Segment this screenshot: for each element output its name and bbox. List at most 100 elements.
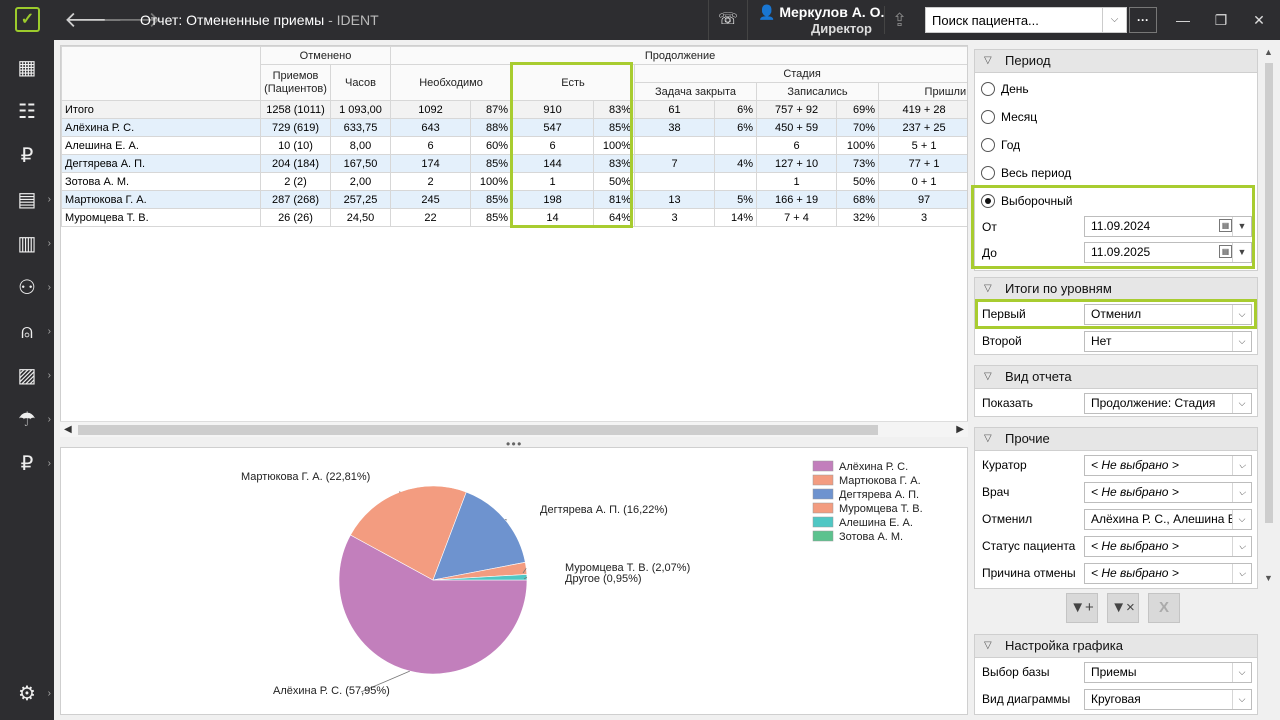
header-came[interactable]: Пришли [878,82,967,101]
restore-icon[interactable]: ❐ [1214,12,1228,28]
header-hours[interactable]: Часов [329,64,392,101]
chevron-down-icon[interactable]: ⌵ [1102,8,1126,32]
cell-has-pct: 64% [593,208,636,227]
header-appointments[interactable]: Приемов (Пациентов) [260,64,331,101]
scroll-up-icon[interactable]: ▲ [1264,47,1273,57]
table-row[interactable]: Дегтярева А. П. 204 (184) 167,50 174 85% 144 8… [61,154,967,173]
period-radio-option[interactable]: Весь период [981,163,1071,183]
section-view-header[interactable]: ▽ Вид отчета [974,365,1258,389]
sidebar-item-stock[interactable]: ▨ › [0,354,54,398]
cancel-reason-select[interactable]: < Не выбрано > ⌵ [1084,563,1252,584]
minimize-icon[interactable]: — [1176,12,1190,28]
chevron-down-icon[interactable]: ⌵ [1232,510,1251,529]
user-name[interactable]: 👤 Меркулов А. О. [758,4,884,21]
table-row[interactable]: Зотова А. М. 2 (2) 2,00 2 100% 1 50% 1 50% 0 + 1 [61,172,967,191]
slice-label: Муромцева Т. В. (2,07%) [565,562,690,574]
date-to-field[interactable]: 11.09.2025 ▦ ▼ [1084,242,1252,263]
phone-settings-icon[interactable]: ☏ [708,0,748,40]
cancelled-by-select[interactable]: Алёхина Р. С., Алешина Е. А. ⌵ [1084,509,1252,530]
header-needed[interactable]: Необходимо [390,64,513,101]
second-level-select[interactable]: Нет ⌵ [1084,331,1252,352]
more-button[interactable]: ··· [1129,7,1157,33]
calendar-icon[interactable]: ▦ [1219,245,1232,258]
sidebar-item-reports[interactable]: ▥ › [0,222,54,266]
radio-button-icon[interactable] [981,110,995,124]
doctor-select[interactable]: < Не выбрано > ⌵ [1084,482,1252,503]
radio-button-icon[interactable] [981,82,995,96]
header-stage[interactable]: Стадия [634,64,967,83]
scrollbar-thumb[interactable] [1265,63,1273,523]
back-arrow-icon[interactable]: 🡐 [64,7,123,32]
chevron-down-icon[interactable]: ⌵ [1232,483,1251,502]
export-icon[interactable]: ⇪ [884,6,914,34]
forward-arrow-icon[interactable]: 🡒 [102,7,161,32]
period-radio-option[interactable]: Год [981,135,1020,155]
chart-kind-select[interactable]: Круговая ⌵ [1084,689,1252,710]
radio-button-icon[interactable] [981,138,995,152]
patient-status-select[interactable]: < Не выбрано > ⌵ [1084,536,1252,557]
sidebar-item-patients[interactable]: ⚇ › [0,266,54,310]
sidebar-item-payments[interactable]: ₽ › [0,442,54,486]
header-exists[interactable]: Есть [511,64,636,101]
sidebar-item-insurance[interactable]: ☂ › [0,398,54,442]
table-row[interactable]: Алёхина Р. С. 729 (619) 633,75 643 88% 547 85%… [61,118,967,137]
first-level-select[interactable]: Отменил ⌵ [1084,304,1252,325]
period-radio-option[interactable]: День [981,79,1029,99]
sidebar-item-settings[interactable]: ⚙ › [0,672,54,716]
show-select[interactable]: Продолжение: Стадия ⌵ [1084,393,1252,414]
period-radio-option[interactable]: Выборочный [981,191,1072,211]
date-from-field[interactable]: 11.09.2024 ▦ ▼ [1084,216,1252,237]
scrollbar-thumb[interactable] [78,425,878,435]
total-row[interactable]: Итого 1258 (1011) 1 093,00 1092 87% 910 83% 61 6… [61,100,967,119]
chevron-down-icon[interactable]: ⌵ [1232,564,1251,583]
table-row[interactable]: Алешина Е. А. 10 (10) 8,00 6 60% 6 100% 6 100% 5 … [61,136,967,155]
chevron-down-icon[interactable]: ⌵ [1232,690,1251,709]
documents-icon: ▤ [17,189,37,211]
chevron-down-icon[interactable]: ⌵ [1232,663,1251,682]
sidebar-item-finance[interactable]: ₽ [0,134,54,178]
chevron-down-icon[interactable]: ⌵ [1232,332,1251,351]
radio-button-icon[interactable] [981,194,995,208]
ident-logo-icon[interactable]: ✓ [15,7,40,32]
calendar-icon[interactable]: ▦ [1219,219,1232,232]
horizontal-scrollbar[interactable]: ◀ ▶ [60,421,968,437]
filter-add-icon[interactable]: ▼+ [1066,593,1098,623]
scroll-down-icon[interactable]: ▼ [1264,573,1273,583]
pie-slice[interactable] [432,574,528,581]
section-other-header[interactable]: ▽ Прочие [974,427,1258,451]
period-radio-option[interactable]: Месяц [981,107,1037,127]
section-chart-settings-header[interactable]: ▽ Настройка графика [974,634,1258,658]
params-vertical-scrollbar[interactable]: ▲ ▼ [1261,45,1277,585]
table-row[interactable]: Мартюкова Г. А. 287 (268) 257,25 245 85% 198 8… [61,190,967,209]
pie-slice[interactable] [350,485,467,581]
table-row[interactable]: Муромцева Т. В. 26 (26) 24,50 22 85% 14 64% 3 14… [61,208,967,227]
patient-search-input[interactable]: Поиск пациента... ⌵ [925,7,1127,33]
filter-clear-icon[interactable]: ▼× [1107,593,1139,623]
sidebar-item-documents[interactable]: ▤ › [0,178,54,222]
close-icon[interactable]: ✕ [1253,12,1265,28]
sidebar-item-schedule[interactable]: ▦ [0,46,54,90]
header-booked[interactable]: Записались [756,82,880,101]
chevron-down-icon[interactable]: ⌵ [1232,537,1251,556]
scroll-left-icon[interactable]: ◀ [64,424,72,435]
slice-label: Алёхина Р. С. (57,95%) [273,685,390,697]
chevron-down-icon[interactable]: ⌵ [1232,456,1251,475]
radio-button-icon[interactable] [981,166,995,180]
sidebar-item-dentistry[interactable]: ⍝ › [0,310,54,354]
chevron-down-icon[interactable]: ⌵ [1232,394,1251,413]
sidebar-item-tasks[interactable]: ☷ [0,90,54,134]
chart-base-select[interactable]: Приемы ⌵ [1084,662,1252,683]
scroll-right-icon[interactable]: ▶ [956,424,964,435]
chevron-down-icon[interactable]: ▼ [1232,243,1251,262]
clear-x-icon[interactable]: X [1148,593,1180,623]
section-period-header[interactable]: ▽ Период [974,49,1258,73]
chevron-down-icon[interactable]: ▼ [1232,217,1251,236]
header-task-closed[interactable]: Задача закрыта [634,82,758,101]
curator-select[interactable]: < Не выбрано > ⌵ [1084,455,1252,476]
header-cancelled[interactable]: Отменено [259,46,392,65]
header-continuation[interactable]: Продолжение [390,46,967,65]
chevron-down-icon[interactable]: ⌵ [1232,305,1251,324]
section-levels-header[interactable]: ▽ Итоги по уровням [974,277,1258,301]
pie-slice[interactable] [338,534,528,675]
first-level-label: Первый [982,307,1026,321]
